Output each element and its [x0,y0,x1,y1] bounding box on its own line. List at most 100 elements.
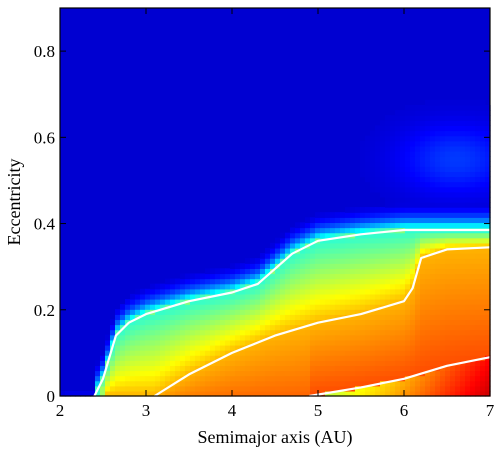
heatmap-cell [370,258,376,264]
heatmap-cell [360,258,366,264]
heatmap-cell [375,146,381,152]
heatmap-cell [295,350,301,356]
heatmap-cell [410,120,416,126]
heatmap-cell [385,115,391,121]
heatmap-cell [220,340,226,346]
heatmap-cell [230,330,236,336]
heatmap-cell [475,350,481,356]
heatmap-cell [290,370,296,376]
heatmap-cell [415,325,421,331]
heatmap-cell [470,115,476,121]
heatmap-cell [235,340,241,346]
heatmap-cell [460,161,466,167]
heatmap-cell [400,386,406,392]
heatmap-cell [305,284,311,290]
heatmap-cell [460,258,466,264]
heatmap-cell [325,228,331,234]
heatmap-cell [245,330,251,336]
heatmap-cell [185,355,191,361]
heatmap-cell [265,253,271,259]
heatmap-cell [415,238,421,244]
heatmap-cell [315,355,321,361]
heatmap-cell [385,294,391,300]
heatmap-cell [215,350,221,356]
heatmap-cell [385,212,391,218]
heatmap-cell [245,268,251,274]
heatmap-cell [330,340,336,346]
heatmap-cell [385,350,391,356]
heatmap-cell [205,314,211,320]
heatmap-cell [470,146,476,152]
heatmap-cell [140,294,146,300]
heatmap-cell [400,156,406,162]
heatmap-cell [435,105,441,111]
heatmap-cell [475,222,481,228]
heatmap-cell [355,304,361,310]
heatmap-cell [465,381,471,387]
heatmap-cell [420,131,426,137]
heatmap-cell [440,212,446,218]
heatmap-cell [345,355,351,361]
heatmap-cell [305,268,311,274]
heatmap-cell [235,325,241,331]
heatmap-cell [420,151,426,157]
heatmap-cell [420,268,426,274]
heatmap-cell [265,263,271,269]
heatmap-cell [405,146,411,152]
heatmap-cell [415,253,421,259]
heatmap-cell [340,299,346,305]
heatmap-cell [270,279,276,285]
heatmap-cell [230,314,236,320]
heatmap-cell [340,289,346,295]
heatmap-cell [175,350,181,356]
heatmap-cell [355,284,361,290]
heatmap-cell [360,253,366,259]
heatmap-cell [380,268,386,274]
heatmap-cell [340,335,346,341]
heatmap-cell [375,136,381,142]
heatmap-cell [285,370,291,376]
heatmap-cell [375,151,381,157]
heatmap-cell [190,376,196,382]
heatmap-cell [225,319,231,325]
heatmap-cell [440,330,446,336]
heatmap-cell [210,350,216,356]
heatmap-cell [420,176,426,182]
heatmap-cell [250,325,256,331]
heatmap-cell [105,345,111,351]
heatmap-cell [390,238,396,244]
heatmap-cell [430,207,436,213]
heatmap-cell [325,273,331,279]
heatmap-cell [450,212,456,218]
heatmap-cell [340,238,346,244]
heatmap-cell [475,314,481,320]
heatmap-cell [375,156,381,162]
heatmap-cell [405,370,411,376]
heatmap-cell [290,263,296,269]
heatmap-cell [335,258,341,264]
heatmap-cell [460,115,466,121]
heatmap-cell [460,146,466,152]
heatmap-cell [160,340,166,346]
heatmap-cell [355,212,361,218]
heatmap-cell [115,309,121,315]
heatmap-cell [465,355,471,361]
heatmap-cell [475,325,481,331]
heatmap-cell [470,156,476,162]
heatmap-cell [385,176,391,182]
heatmap-cell [425,212,431,218]
heatmap-cell [205,370,211,376]
heatmap-cell [400,176,406,182]
heatmap-cell [315,294,321,300]
heatmap-cell [375,253,381,259]
heatmap-cell [210,279,216,285]
heatmap-cell [455,222,461,228]
heatmap-cell [310,258,316,264]
heatmap-cell [440,176,446,182]
heatmap-cell [435,335,441,341]
heatmap-cell [420,233,426,239]
heatmap-cell [310,284,316,290]
heatmap-cell [375,187,381,193]
heatmap-cell [305,289,311,295]
heatmap-cell [390,131,396,137]
